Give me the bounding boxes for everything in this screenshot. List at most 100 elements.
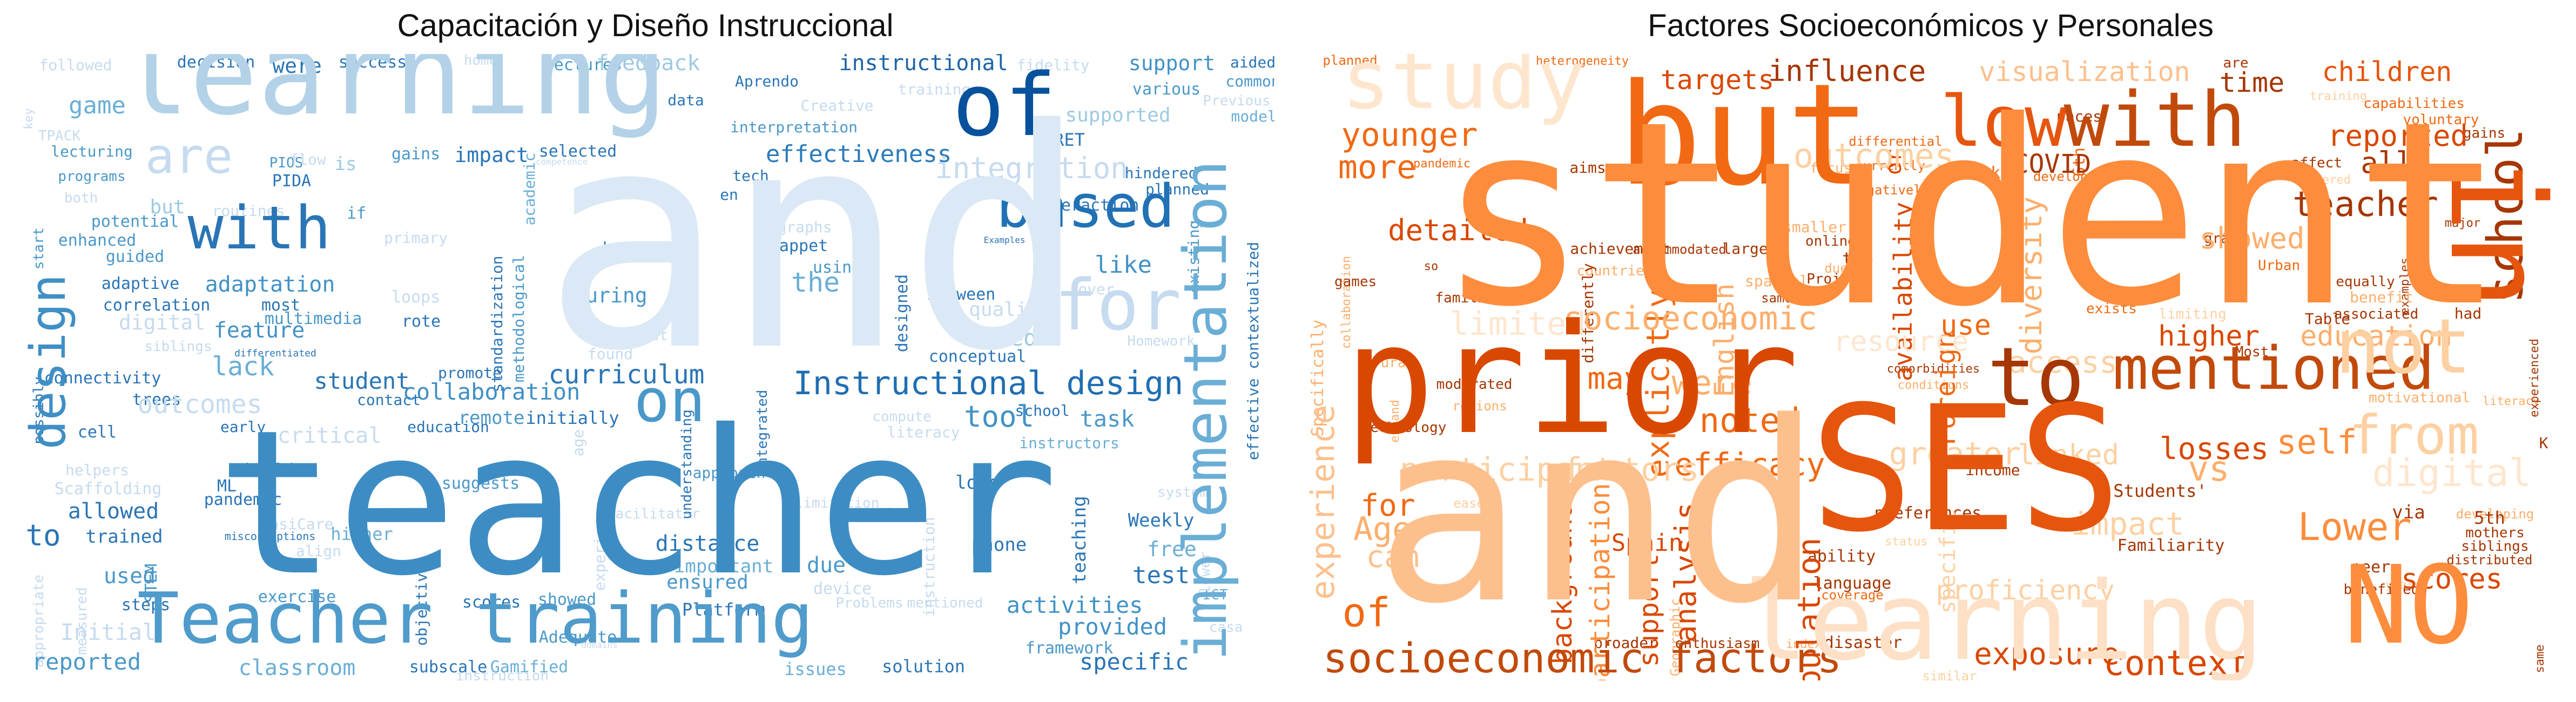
word-cloud-term: comorbidities [1887,362,1980,376]
word-cloud-instructional-design: domains competence Examples differentiated m… [16,54,1274,680]
word-cloud-term: student [314,368,409,394]
word-cloud-term: FasiCare [261,515,334,533]
word-cloud-term: trees [132,390,181,409]
word-cloud-term: may [1587,361,1642,396]
word-cloud-term: at [650,326,668,344]
word-cloud-term: 6th [2070,147,2089,177]
word-cloud-term: exists [2086,301,2137,317]
word-cloud-term: major [2445,217,2480,230]
word-cloud-term: on [634,366,705,435]
word-cloud-term: reported [2328,119,2468,153]
word-cloud-term: en [720,186,738,204]
word-cloud-term: language [1813,574,1892,593]
word-cloud-term: approach [693,464,766,482]
word-cloud-term: pandemic [1413,157,1471,171]
word-cloud-term: conceptual [929,347,1027,366]
word-cloud-term: distributed [2447,552,2533,568]
word-cloud-term: PIDA [272,172,311,191]
word-cloud-term: Creative [801,97,874,114]
word-cloud-term: Age [1353,510,1412,548]
word-cloud-term: contact [357,391,421,409]
word-cloud-term: expand [1388,400,1402,442]
word-cloud-term: associated [2334,306,2419,322]
word-cloud-term: domains [581,640,617,650]
word-cloud-term: proficiency [1936,575,2114,606]
word-cloud-term: developed [2033,169,2103,184]
word-cloud-term: multimedia [265,309,362,328]
word-cloud-term: correlation [103,296,211,315]
word-cloud-term: in [2421,154,2560,310]
word-cloud-term: population [1791,537,1828,680]
word-cloud-term: accommodated [1633,242,1726,257]
word-cloud-term: start [31,227,47,269]
word-cloud-term: potential [91,212,179,231]
word-cloud-term: academic [521,153,538,226]
word-cloud-term: using [813,258,861,277]
word-cloud-term: NO [2344,543,2474,669]
word-cloud-term: initially [525,408,619,428]
word-cloud-term: training [2310,90,2367,103]
word-cloud-term: capabilities [2363,96,2465,112]
word-cloud-term: analysis [1669,502,1703,643]
word-cloud-term: suggests [442,474,520,493]
word-cloud-term: rural [1372,355,1414,371]
word-cloud-term: Students' [2113,481,2207,501]
word-cloud-term: system [1157,484,1208,501]
word-cloud-term: design [20,274,77,449]
word-cloud-term: or [1882,149,1906,175]
word-cloud-term: to [25,518,60,552]
word-cloud-term: for [1055,264,1182,346]
word-cloud-term: not [2335,303,2472,391]
word-cloud-term: showed [538,590,596,609]
word-cloud-term: Familiarity [2118,536,2225,555]
word-cloud-term: ease [1453,496,1485,511]
word-cloud-term: RET [1054,130,1085,150]
word-cloud-term: vs [2188,449,2229,489]
word-cloud-term: index [1786,638,1822,651]
word-cloud-term: resource [1833,326,1968,358]
word-cloud-term: common [1225,72,1274,90]
word-cloud-term: due [1824,261,1847,276]
word-cloud-term: teaching [1069,496,1090,584]
word-cloud-term: diversity [2014,197,2048,355]
word-cloud-term: lower [1197,551,1213,593]
word-cloud-term: digital [119,310,205,334]
word-cloud-term: supported [1065,104,1170,126]
word-cloud-term: quality [969,299,1051,321]
word-cloud-term: scores [462,593,521,612]
word-cloud-term: based [996,172,1175,241]
word-cloud-term: collaboration [1340,256,1353,349]
word-cloud-term: from [2349,403,2479,467]
word-cloud-term: Gamified [490,658,569,677]
word-cloud-term: Examples [983,235,1025,245]
word-cloud-term: Adequate [539,628,617,647]
word-cloud-term: mothers [2465,525,2525,541]
word-cloud-term: regions [1452,399,1507,414]
word-cloud-term: curriculum [549,360,705,390]
word-cloud-term: selected [539,142,617,161]
word-cloud-term: Scaffolding [55,480,162,498]
word-cloud-term: Instructional design [793,364,1183,402]
word-cloud-term: instructors [1019,434,1119,452]
word-cloud-term: interaction [1032,196,1139,215]
word-cloud-term: compute [872,409,932,425]
word-cloud-term: self [2276,422,2357,462]
word-cloud-term: various [1132,80,1201,99]
word-cloud-term: planned [1323,54,1377,68]
word-cloud-term: specific [1080,649,1189,675]
word-cloud-term: if [347,204,366,223]
word-cloud-term: trained [85,526,163,548]
word-cloud-term: designed [893,274,912,353]
word-cloud-term: Weekly [1128,510,1195,531]
word-cloud-term: align [296,542,341,560]
word-cloud-term: game [69,92,126,119]
word-cloud-term: helpers [65,461,129,479]
word-cloud-term: SES [1810,369,2122,570]
word-cloud-term: feature [214,318,305,343]
word-cloud-term: Spain [1611,529,1683,557]
word-cloud-term: early [220,418,266,436]
word-cloud-term: task [1080,406,1134,432]
word-cloud-term: misconceptions [225,530,316,543]
word-cloud-term: to [1987,330,2085,424]
word-cloud-term: fidelity [1017,56,1090,74]
